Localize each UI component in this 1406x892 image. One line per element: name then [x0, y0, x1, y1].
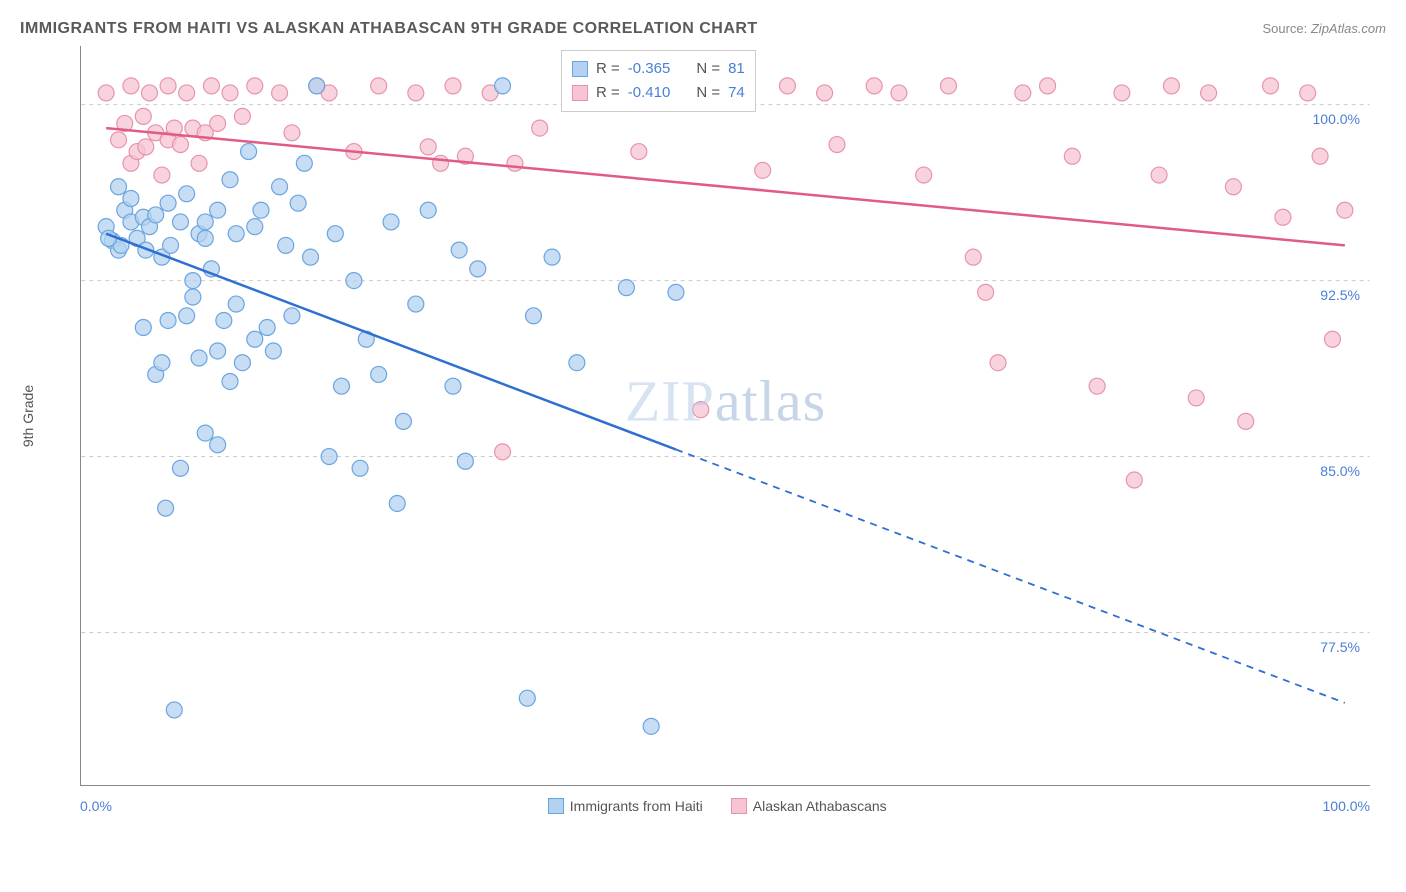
chart-header: IMMIGRANTS FROM HAITI VS ALASKAN ATHABAS…	[20, 20, 1386, 38]
plot-svg	[81, 46, 1370, 785]
stats-legend-box: R = -0.365 N = 81 R = -0.410 N = 74	[561, 50, 756, 112]
source-credit: Source: ZipAtlas.com	[1262, 21, 1386, 36]
stat-n-value-1: 74	[728, 81, 745, 105]
legend-label-0: Immigrants from Haiti	[570, 798, 703, 814]
plot-area: ZIPatlas R = -0.365 N = 81 R = -0.410 N …	[80, 46, 1370, 786]
y-tick-label: 100.0%	[1313, 111, 1360, 127]
stats-row-0: R = -0.365 N = 81	[572, 57, 745, 81]
stat-n-label-0: N =	[696, 57, 720, 81]
swatch-series-1	[572, 85, 588, 101]
y-axis-label: 9th Grade	[20, 385, 36, 447]
stats-row-1: R = -0.410 N = 74	[572, 81, 745, 105]
stat-r-value-0: -0.365	[628, 57, 671, 81]
x-tick-left: 0.0%	[80, 798, 112, 814]
chart-container: 9th Grade ZIPatlas R = -0.365 N = 81 R =…	[20, 46, 1386, 846]
stat-n-label-1: N =	[696, 81, 720, 105]
x-tick-right: 100.0%	[1323, 798, 1370, 814]
legend-item-1: Alaskan Athabascans	[731, 798, 887, 814]
legend-swatch-0	[548, 798, 564, 814]
y-tick-label: 85.0%	[1320, 463, 1360, 479]
x-axis-row: 0.0% Immigrants from Haiti Alaskan Athab…	[80, 798, 1370, 814]
y-tick-label: 77.5%	[1320, 639, 1360, 655]
legend-swatch-1	[731, 798, 747, 814]
source-prefix: Source:	[1262, 21, 1310, 36]
chart-title: IMMIGRANTS FROM HAITI VS ALASKAN ATHABAS…	[20, 20, 758, 38]
legend-label-1: Alaskan Athabascans	[753, 798, 887, 814]
stat-r-label-0: R =	[596, 57, 620, 81]
y-tick-label: 92.5%	[1320, 287, 1360, 303]
stat-r-value-1: -0.410	[628, 81, 671, 105]
stat-r-label-1: R =	[596, 81, 620, 105]
source-name: ZipAtlas.com	[1311, 21, 1386, 36]
legend-item-0: Immigrants from Haiti	[548, 798, 703, 814]
swatch-series-0	[572, 61, 588, 77]
legend-bottom: Immigrants from Haiti Alaskan Athabascan…	[548, 798, 887, 814]
stat-n-value-0: 81	[728, 57, 745, 81]
